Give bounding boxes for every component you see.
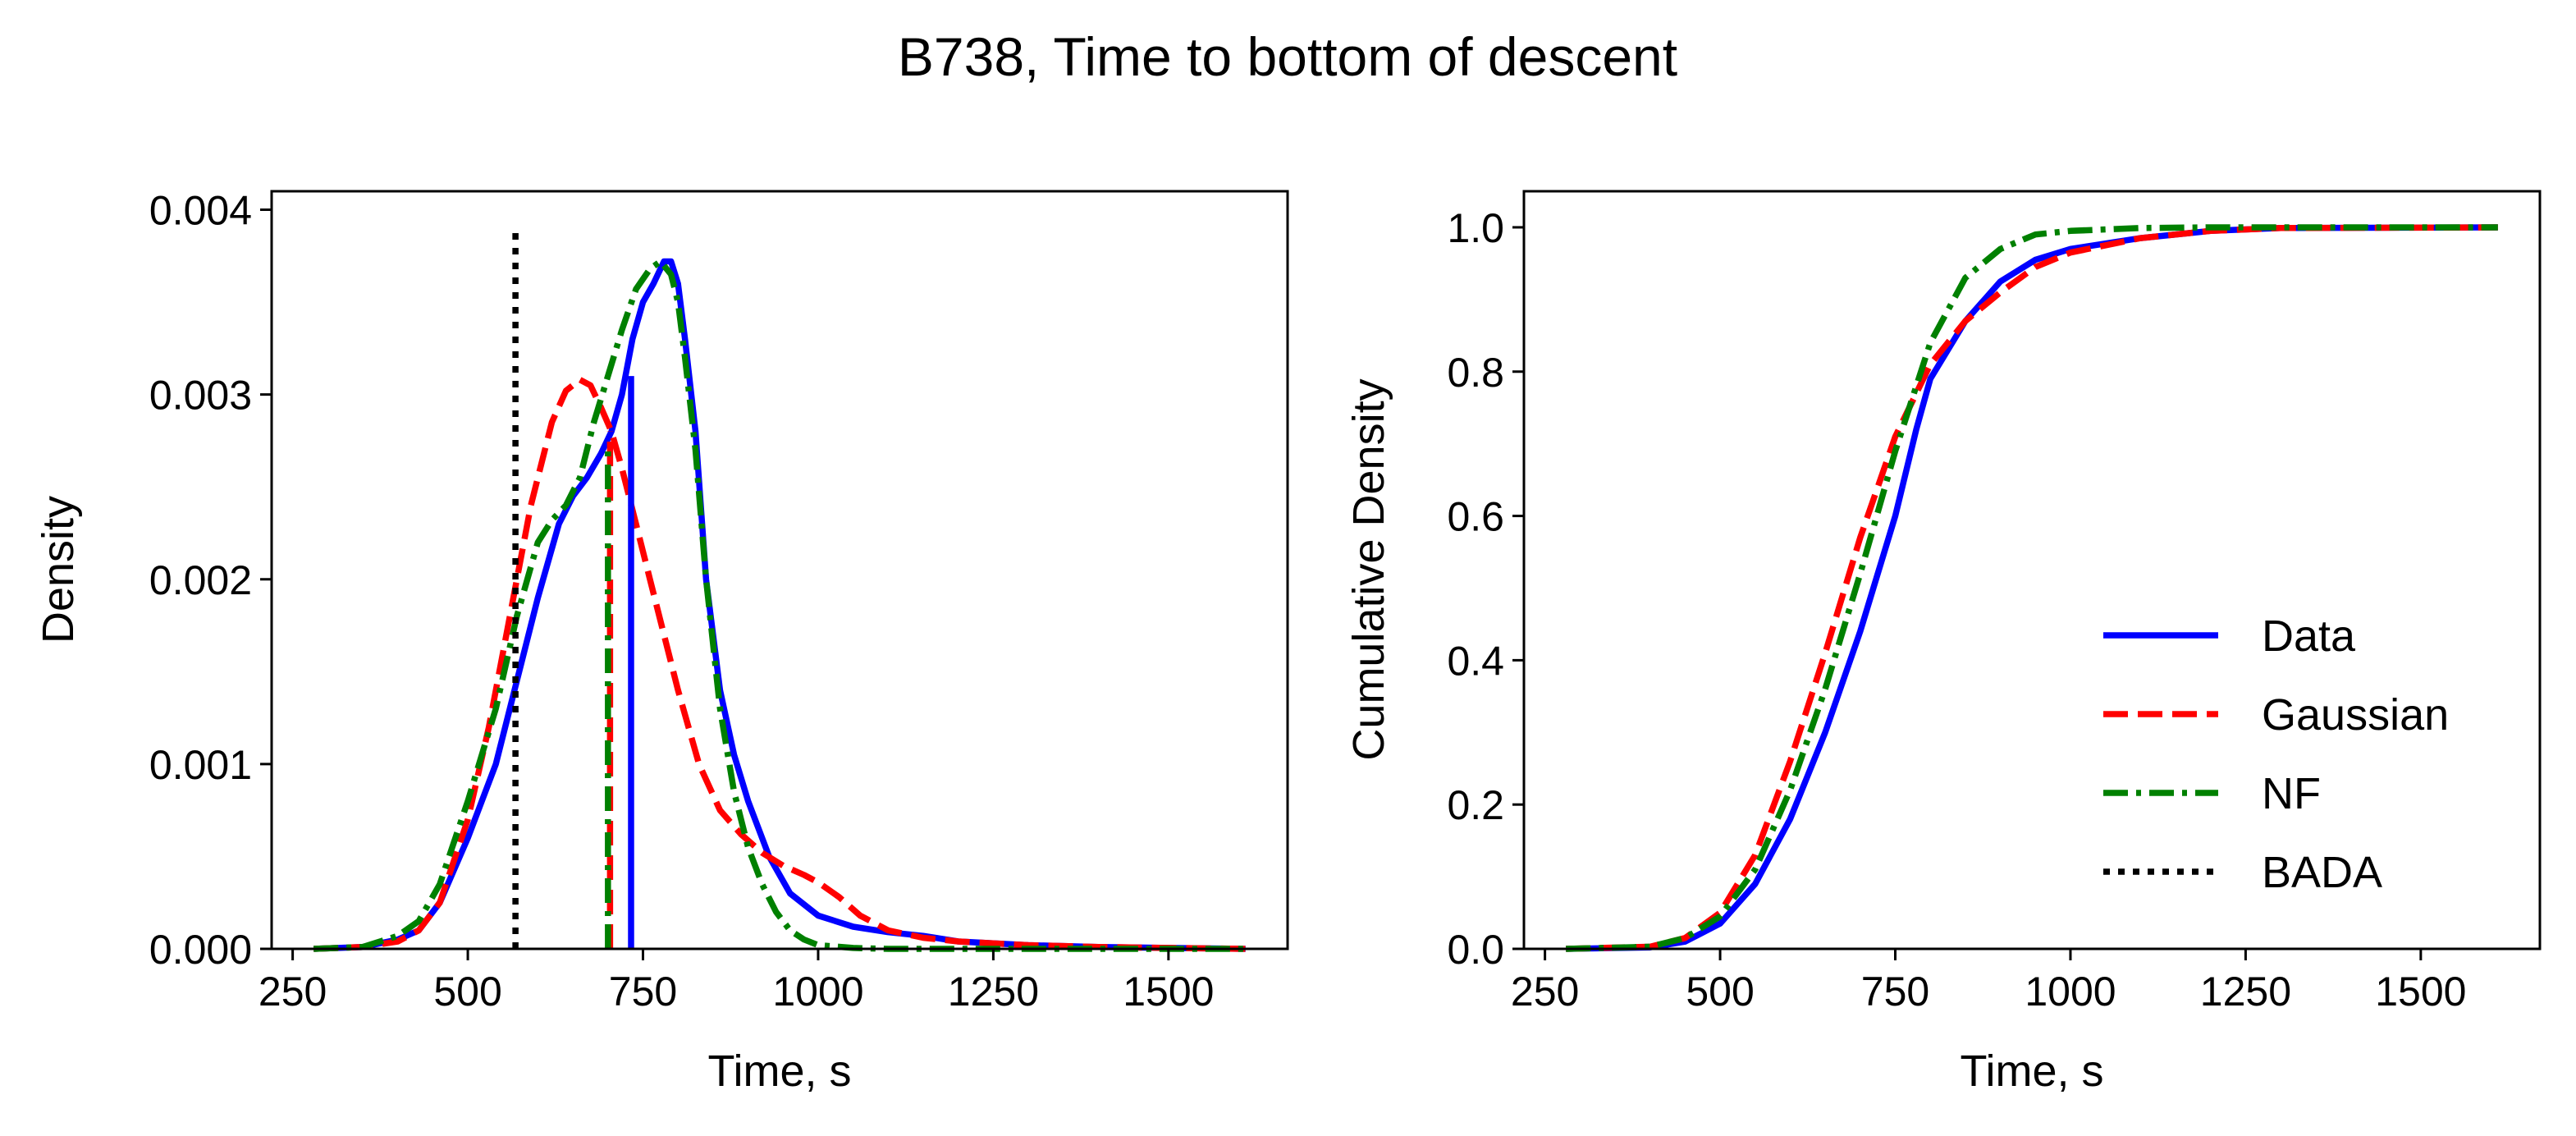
density-gaussian-curve: [313, 376, 1246, 952]
density-y-tick-label: 0.000: [149, 927, 252, 973]
density-x-tick-label: 1000: [772, 969, 863, 1015]
cumulative-x-tick-label: 750: [1861, 969, 1929, 1015]
density-series-group: [313, 228, 1246, 952]
cumulative-panel: 250 500 750 1000 1250 15000.00.20.40.60.81.0 …: [1344, 190, 2542, 1096]
cumulative-y-tick-label: 0.6: [1447, 494, 1504, 540]
density-x-tick-label: 750: [609, 969, 677, 1015]
cumulative-gaussian-curve: [1566, 224, 2498, 952]
density-y-tick-label: 0.003: [149, 373, 252, 419]
density-y-axis-label: Density: [34, 496, 83, 644]
legend: Data Gaussian NF BADA: [2103, 612, 2449, 897]
cumulative-x-tick-label: 500: [1686, 969, 1754, 1015]
cumulative-series-group: [1566, 224, 2498, 952]
legend-label-gaussian: Gaussian: [2262, 690, 2449, 740]
cumulative-data-curve: [1566, 224, 2498, 952]
cumulative-y-tick-label: 0.4: [1447, 638, 1504, 684]
cumulative-x-tick-label: 1000: [2025, 969, 2116, 1015]
legend-label-bada: BADA: [2262, 848, 2382, 897]
density-x-tick-label: 500: [433, 969, 501, 1015]
density-ticks: 250 500 750 1000 1250 1500 0.000 0.001 0.002 0.00…: [149, 188, 1215, 1015]
cumulative-y-tick-label: 0.0: [1447, 927, 1504, 973]
density-y-tick-label: 0.001: [149, 742, 252, 788]
density-data-curve: [313, 258, 1246, 952]
legend-label-nf: NF: [2262, 769, 2321, 818]
figure-title: B738, Time to bottom of descent: [898, 26, 1677, 87]
density-x-tick-label: 250: [259, 969, 327, 1015]
cumulative-x-tick-label: 1500: [2375, 969, 2466, 1015]
cumulative-x-tick-label: 1250: [2200, 969, 2291, 1015]
cumulative-y-tick-label: 0.2: [1447, 782, 1504, 828]
density-axes-frame: [270, 190, 1289, 950]
density-y-tick-label: 0.002: [149, 557, 252, 603]
cumulative-x-tick-label: 250: [1511, 969, 1579, 1015]
cumulative-ticks: 250 500 750 1000 1250 1500 0.0 0.2 0.4 0.6 0.8 1.0: [1447, 205, 2466, 1015]
density-y-tick-label: 0.004: [149, 188, 252, 234]
density-x-axis-label: Time, s: [708, 1047, 852, 1096]
cumulative-nf-curve: [1566, 224, 2498, 952]
cumulative-axes-frame: [1522, 190, 2542, 950]
density-panel: 250 500 750 1000 1250 1500 0.000 0.001 0.002 0.00…: [34, 188, 1289, 1096]
density-x-tick-label: 1250: [948, 969, 1039, 1015]
density-x-tick-label: 1500: [1123, 969, 1214, 1015]
cumulative-y-tick-label: 1.0: [1447, 205, 1504, 251]
cumulative-x-axis-label: Time, s: [1961, 1047, 2104, 1096]
legend-label-data: Data: [2262, 612, 2356, 661]
cumulative-y-axis-label: Cumulative Density: [1344, 378, 1393, 760]
density-nf-curve: [313, 258, 1246, 952]
cumulative-y-tick-label: 0.8: [1447, 350, 1504, 396]
